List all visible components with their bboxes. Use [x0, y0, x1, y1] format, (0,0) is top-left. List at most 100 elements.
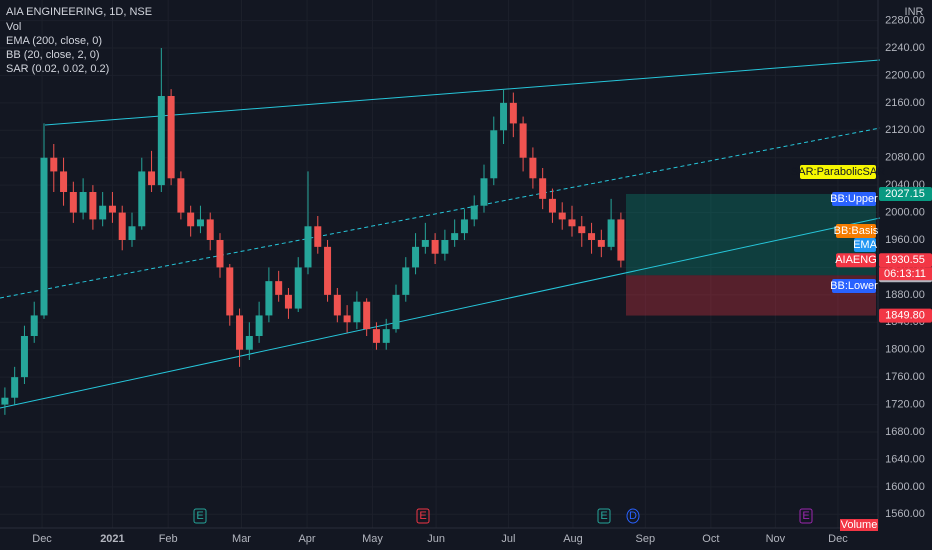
- trend-line: [0, 217, 881, 409]
- x-tick-label: Feb: [159, 533, 178, 545]
- grid: [0, 0, 878, 528]
- candle-body: [441, 240, 449, 254]
- candle-body: [50, 157, 58, 172]
- candle-body: [236, 315, 244, 350]
- candle-body: [451, 233, 459, 240]
- y-tick-label: 2080.00: [885, 152, 925, 164]
- candle-body: [148, 171, 156, 186]
- candle-body: [353, 301, 361, 323]
- event-label: E: [196, 510, 203, 522]
- candle-body: [108, 205, 116, 213]
- y-tick-label: 2000.00: [885, 206, 925, 218]
- candle-body: [128, 226, 136, 240]
- indicator-tag-label: BB:Basis: [834, 225, 879, 237]
- event-label: D: [629, 510, 637, 522]
- candle-body: [206, 219, 214, 240]
- y-tick-label: 1800.00: [885, 344, 925, 356]
- candle-body: [69, 192, 77, 213]
- candle-body: [588, 233, 596, 240]
- y-tick-label: 1720.00: [885, 398, 925, 410]
- event-marker: [193, 508, 207, 524]
- candle-body: [138, 171, 146, 227]
- candle-body: [480, 178, 488, 206]
- indicator-name: EMA (200, close, 0): [6, 35, 102, 47]
- event-marker: [799, 508, 813, 524]
- y-tick-label: 1680.00: [885, 426, 925, 438]
- candle-body: [558, 212, 566, 220]
- candle-body: [30, 315, 38, 336]
- indicator-tag: [832, 279, 876, 293]
- candle-body: [470, 205, 478, 220]
- candle-body: [363, 301, 371, 330]
- candle-body: [157, 96, 165, 186]
- candle-body: [529, 157, 537, 179]
- indicator-name: Vol: [6, 21, 21, 33]
- x-tick-label: May: [362, 533, 383, 545]
- countdown: 06:13:11: [884, 268, 926, 280]
- event-label: E: [600, 510, 607, 522]
- event-label: E: [419, 510, 426, 522]
- candle-body: [392, 294, 400, 330]
- x-tick-label: Apr: [298, 533, 315, 545]
- x-tick-label: Dec: [32, 533, 52, 545]
- x-tick-label: Aug: [563, 533, 583, 545]
- currency: INR: [905, 6, 924, 18]
- trend-line: [44, 59, 881, 126]
- countdown-box: [879, 267, 932, 281]
- candle-body: [89, 192, 97, 220]
- indicator-tag: [800, 165, 876, 179]
- indicator-tag-label: BB:Lower: [830, 280, 878, 292]
- candle-body: [548, 198, 556, 213]
- candle-body: [275, 281, 283, 295]
- candle-body: [500, 102, 508, 131]
- symbol-tag-label: AIAENG: [835, 254, 877, 266]
- candle-body: [99, 205, 107, 220]
- event-marker: [626, 508, 640, 524]
- candle-body: [617, 219, 625, 261]
- y-tick-label: 1560.00: [885, 508, 925, 520]
- x-tick-label: Jun: [427, 533, 445, 545]
- y-tick-label: 2240.00: [885, 42, 925, 54]
- candle-body: [255, 315, 263, 336]
- y-tick-label: 2280.00: [885, 14, 925, 26]
- volume-tag: [840, 519, 878, 531]
- candle-body: [490, 130, 498, 179]
- tags: 2027.151930.551908.551849.8006:13:11AIAE…: [193, 165, 932, 531]
- candle-body: [40, 157, 48, 316]
- candle-body: [421, 240, 429, 247]
- event-marker: [597, 508, 611, 524]
- event-label: E: [802, 510, 809, 522]
- indicator-tag-label: EMA: [853, 239, 878, 251]
- indicator-name: BB (20, close, 2, 0): [6, 49, 100, 61]
- x-tick-label: Sep: [636, 533, 656, 545]
- indicator-tag-label: BB:Upper: [830, 193, 878, 205]
- candle-body: [460, 219, 468, 234]
- candle-body: [333, 294, 341, 316]
- candle-body: [177, 178, 185, 213]
- indicator-name: SAR (0.02, 0.02, 0.2): [6, 63, 109, 75]
- y-tick-label: 2120.00: [885, 124, 925, 136]
- trend-line: [0, 127, 881, 299]
- indicator-tag: [854, 238, 876, 252]
- y-tick-label: 1880.00: [885, 289, 925, 301]
- position-box: [626, 193, 876, 316]
- candle-body: [568, 219, 576, 227]
- candle-body: [343, 315, 351, 323]
- candle-body: [196, 219, 204, 227]
- x-tick-label: Oct: [702, 533, 719, 545]
- candle-body: [597, 240, 605, 247]
- event-marker: [416, 508, 430, 524]
- candle-body: [118, 212, 126, 240]
- candle-body: [402, 267, 410, 295]
- candle-body: [372, 329, 380, 343]
- y-tick-label: 2200.00: [885, 69, 925, 81]
- candles: [1, 48, 625, 415]
- indicator-tag-label: SAR:ParabolicSAR: [791, 166, 885, 178]
- x-tick-label: Dec: [828, 533, 848, 545]
- y-tick-label: 2160.00: [885, 97, 925, 109]
- candle-body: [304, 226, 312, 268]
- candle-body: [412, 246, 420, 268]
- candle-body: [1, 397, 9, 405]
- candle-body: [509, 102, 517, 124]
